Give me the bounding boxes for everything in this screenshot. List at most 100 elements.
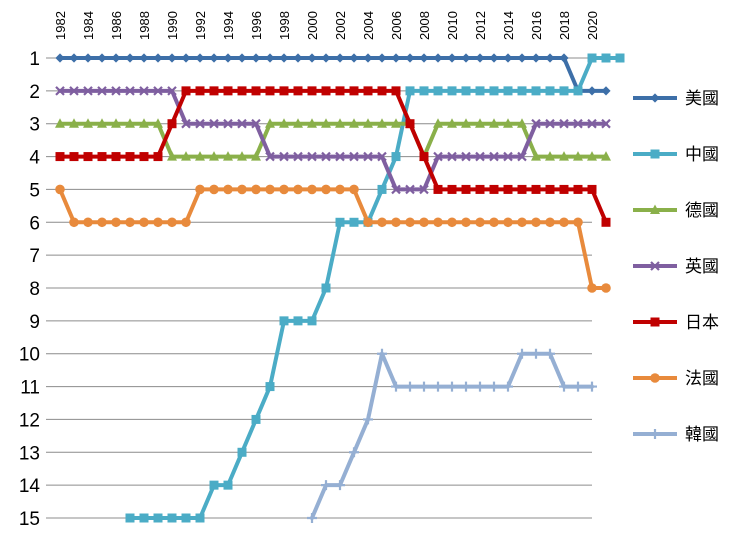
data-point: [55, 118, 65, 128]
data-point: [377, 53, 387, 63]
y-tick-label: 8: [29, 279, 40, 300]
data-point: [601, 283, 611, 293]
y-tick-label: 9: [29, 312, 40, 333]
data-point: [475, 217, 485, 228]
data-point: [601, 86, 611, 96]
data-point: [139, 86, 149, 96]
data-point: [307, 86, 317, 96]
data-point: [321, 184, 331, 195]
data-point: [559, 86, 569, 96]
data-point: [111, 53, 121, 63]
legend-marker: [650, 317, 660, 327]
data-point: [321, 480, 331, 491]
data-point: [419, 184, 429, 195]
data-point: [587, 118, 597, 129]
data-point: [97, 152, 107, 162]
data-point: [167, 151, 177, 161]
data-point: [391, 152, 401, 162]
data-point: [139, 152, 149, 162]
data-point: [573, 151, 583, 161]
data-point: [461, 86, 471, 96]
data-point: [433, 381, 443, 392]
data-point: [349, 184, 359, 195]
data-point: [125, 118, 135, 128]
legend-label: 日本: [685, 313, 719, 333]
data-point: [447, 53, 457, 63]
y-tick-label: 5: [29, 180, 40, 201]
data-point: [489, 381, 499, 392]
data-point: [405, 53, 415, 63]
data-point: [461, 151, 471, 162]
data-point: [209, 118, 219, 129]
data-point: [377, 184, 387, 194]
data-point: [601, 118, 611, 129]
data-point: [349, 151, 359, 162]
data-point: [405, 217, 415, 228]
data-point: [265, 118, 275, 128]
series-3: [55, 118, 611, 161]
data-point: [335, 184, 345, 195]
data-point: [321, 86, 331, 96]
data-point: [153, 152, 163, 162]
data-point: [69, 53, 79, 63]
x-tick-label: 1984: [81, 11, 96, 40]
data-point: [489, 151, 499, 162]
data-point: [307, 118, 317, 128]
data-point: [433, 53, 443, 63]
data-point: [321, 118, 331, 128]
data-point: [153, 118, 163, 128]
data-point: [83, 217, 93, 228]
data-point: [139, 118, 149, 128]
legend-label: 韓國: [685, 425, 719, 445]
data-point: [587, 184, 597, 194]
data-point: [391, 217, 401, 228]
data-point: [377, 151, 387, 162]
y-tick-label: 2: [29, 82, 40, 103]
data-point: [461, 217, 471, 228]
legend-marker: [650, 149, 660, 159]
data-point: [573, 381, 583, 392]
data-point: [447, 184, 457, 194]
data-point: [195, 513, 205, 523]
data-point: [573, 184, 583, 194]
legend-item: 法國: [633, 369, 719, 389]
data-point: [517, 184, 527, 194]
data-point: [321, 53, 331, 63]
data-point: [195, 151, 205, 161]
series-line: [310, 351, 594, 520]
data-point: [251, 414, 261, 424]
data-point: [97, 53, 107, 63]
data-point: [335, 118, 345, 128]
data-point: [615, 53, 625, 63]
legend-marker: [650, 373, 660, 383]
data-point: [433, 151, 443, 162]
data-point: [237, 447, 247, 457]
data-point: [167, 513, 177, 523]
y-tick-label: 12: [19, 410, 40, 431]
series-1: [55, 53, 611, 96]
data-point: [531, 53, 541, 63]
data-point: [475, 151, 485, 162]
data-point: [461, 53, 471, 63]
data-point: [335, 151, 345, 162]
data-point: [587, 381, 597, 392]
series-line: [58, 121, 608, 159]
data-point: [545, 151, 555, 161]
data-point: [167, 217, 177, 228]
data-point: [55, 86, 65, 96]
x-tick-label: 2000: [305, 11, 320, 40]
data-point: [503, 151, 513, 162]
data-point: [531, 151, 541, 161]
data-point: [433, 118, 443, 128]
data-point: [461, 118, 471, 128]
y-tick-label: 11: [20, 378, 40, 399]
data-point: [153, 217, 163, 228]
data-point: [405, 184, 415, 195]
data-point: [517, 151, 527, 162]
data-point: [293, 316, 303, 326]
data-point: [559, 381, 569, 392]
data-point: [223, 86, 233, 96]
data-point: [181, 151, 191, 161]
data-point: [153, 86, 163, 96]
